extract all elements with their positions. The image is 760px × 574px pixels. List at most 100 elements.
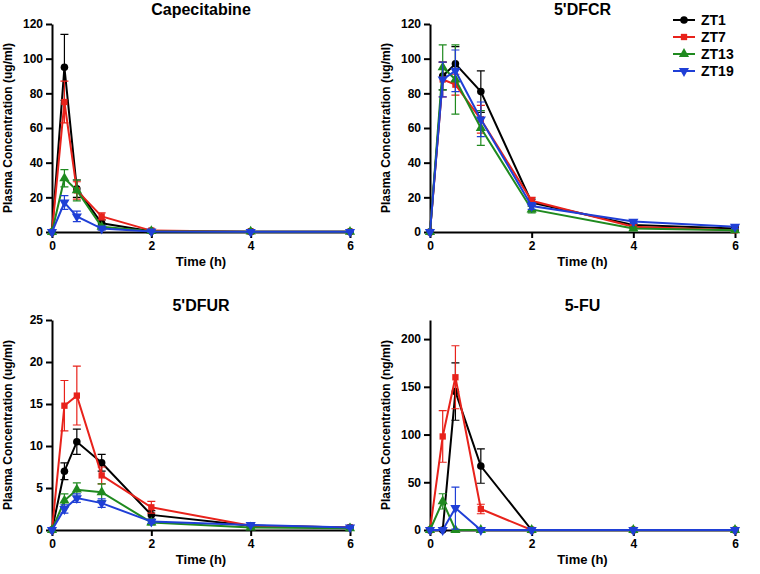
legend-entry: ZT7 xyxy=(673,29,726,45)
tick-mark xyxy=(46,446,52,448)
marker xyxy=(425,527,435,536)
panel: 0246020406080100120 xyxy=(401,17,740,252)
plot-area xyxy=(47,366,355,536)
tick-label: 6 xyxy=(347,239,354,253)
marker xyxy=(246,522,256,531)
series xyxy=(426,47,739,236)
marker xyxy=(72,484,82,493)
line xyxy=(430,501,735,530)
panel: 02460510152025 xyxy=(30,313,355,550)
axis-line xyxy=(53,530,351,532)
tick-mark xyxy=(46,162,52,164)
y-axis-title: Plasma Concentration (ug/ml) xyxy=(1,340,15,510)
line xyxy=(430,392,735,530)
tick-label: 100 xyxy=(401,52,421,66)
error-bar xyxy=(73,429,81,454)
marker xyxy=(628,219,638,228)
tick-mark xyxy=(46,404,52,406)
legend-marker xyxy=(680,16,688,24)
line xyxy=(430,79,735,232)
series xyxy=(49,366,354,533)
y-axis-title: Plasma Concentration (ug/ml) xyxy=(1,43,15,213)
tick-label: 0 xyxy=(414,225,421,239)
legend: ZT1ZT7ZT13ZT19 xyxy=(673,12,734,79)
error-bar xyxy=(98,467,106,484)
tick: 80 xyxy=(408,87,430,101)
series xyxy=(47,494,355,536)
tick-mark xyxy=(424,339,430,341)
legend-label: ZT7 xyxy=(701,29,726,45)
marker xyxy=(452,374,458,380)
marker xyxy=(345,525,355,534)
tick-label: 40 xyxy=(30,156,44,170)
error-bar xyxy=(73,366,81,425)
x-axis-title: Time (h) xyxy=(557,552,607,567)
error-bar xyxy=(477,504,485,514)
tick: 4 xyxy=(630,232,637,253)
marker xyxy=(527,527,537,536)
tick-label: 10 xyxy=(30,439,44,453)
tick: 10 xyxy=(30,439,52,453)
tick: 150 xyxy=(401,380,430,394)
series xyxy=(427,62,739,235)
chart-title: Capecitabine xyxy=(151,1,251,18)
line xyxy=(52,178,350,232)
legend-marker xyxy=(679,68,689,77)
line xyxy=(430,67,735,232)
tick-label: 120 xyxy=(401,17,421,31)
error-bar xyxy=(60,81,68,123)
marker xyxy=(61,64,69,72)
marker xyxy=(246,522,256,531)
error-bar xyxy=(60,463,68,480)
tick-mark xyxy=(46,488,52,490)
series xyxy=(426,363,739,534)
marker xyxy=(730,224,740,233)
y-axis-title: Plasma Concentration (ug/ml) xyxy=(379,43,393,213)
legend-entry: ZT1 xyxy=(673,12,726,28)
tick-mark xyxy=(250,530,252,536)
tick-mark xyxy=(46,128,52,130)
tick: 40 xyxy=(30,156,52,170)
series xyxy=(48,34,354,235)
marker xyxy=(59,172,69,181)
series xyxy=(425,487,740,536)
tick-label: 0 xyxy=(49,239,56,253)
tick-mark xyxy=(424,162,430,164)
tick-mark xyxy=(424,58,430,60)
tick-mark xyxy=(46,320,52,322)
tick-mark xyxy=(424,93,430,95)
line xyxy=(430,71,735,232)
marker xyxy=(730,224,740,233)
marker xyxy=(72,495,82,504)
tick-label: 20 xyxy=(408,191,422,205)
tick-label: 60 xyxy=(408,121,422,135)
tick-label: 0 xyxy=(414,523,421,537)
tick-label: 5 xyxy=(36,481,43,495)
tick-label: 60 xyxy=(30,121,44,135)
marker xyxy=(99,213,105,219)
line xyxy=(430,64,735,232)
tick-mark xyxy=(46,93,52,95)
legend-marker xyxy=(681,34,687,40)
marker xyxy=(61,403,67,409)
tick: 25 xyxy=(30,313,52,327)
tick-mark xyxy=(46,58,52,60)
series xyxy=(48,429,354,534)
tick: 80 xyxy=(30,87,52,101)
plot-area xyxy=(47,34,355,237)
tick-label: 0 xyxy=(427,537,434,551)
tick-label: 0 xyxy=(36,523,43,537)
tick: 15 xyxy=(30,397,52,411)
tick: 20 xyxy=(408,191,430,205)
x-axis-title: Time (h) xyxy=(176,254,226,269)
x-axis-title: Time (h) xyxy=(557,254,607,269)
y-axis: 020406080100120 xyxy=(23,17,53,239)
legend-label: ZT13 xyxy=(701,46,734,62)
tick-label: 2 xyxy=(148,239,155,253)
plot-area xyxy=(425,346,740,536)
tick-label: 20 xyxy=(30,355,44,369)
tick: 200 xyxy=(401,332,430,346)
series xyxy=(49,81,354,235)
tick-label: 0 xyxy=(49,537,56,551)
marker xyxy=(478,506,484,512)
